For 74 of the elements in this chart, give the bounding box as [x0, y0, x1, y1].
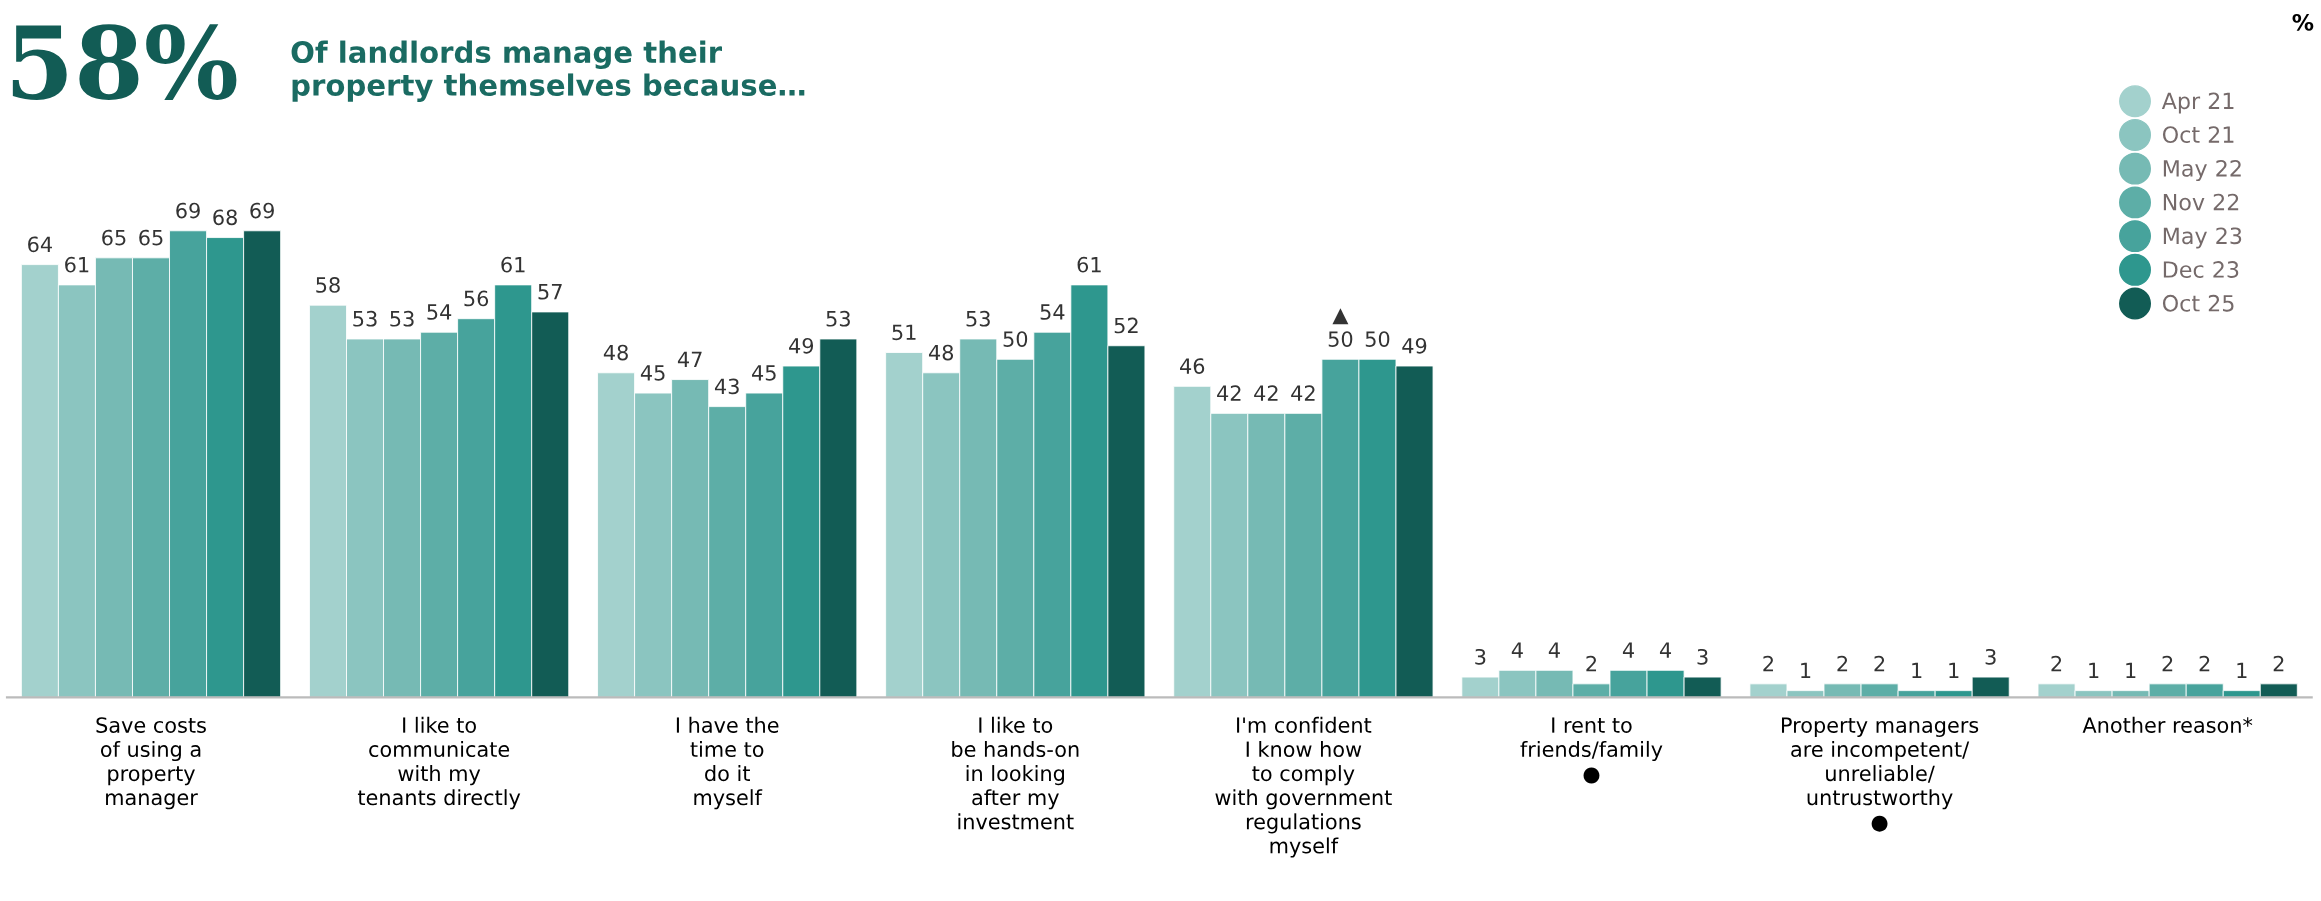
data-label: 45: [752, 365, 776, 381]
data-label: 2: [2162, 655, 2173, 672]
data-label: 2: [1837, 655, 1848, 672]
data-label: 50: [1003, 331, 1028, 347]
x-tick-label: I'm confident I know how to comply with government regulations myself: [1215, 716, 1392, 858]
data-label: ▲ 50: [1328, 308, 1353, 347]
data-label: 4: [1548, 642, 1560, 658]
x-tick-label: I have the time to do it myself: [676, 716, 779, 810]
data-label: 4: [1659, 642, 1672, 658]
data-label: 1: [1912, 662, 1922, 678]
data-label: 57: [538, 284, 562, 300]
data-label: 46: [1180, 358, 1205, 374]
data-label: 54: [427, 304, 452, 320]
x-tick-label: Another reason*: [2082, 716, 2253, 733]
x-tick-label: I like to be hands-on in looking after my investment: [952, 716, 1079, 830]
data-label: 58: [316, 277, 340, 293]
data-label: 53: [390, 310, 414, 327]
data-label: 49: [1402, 337, 1427, 354]
data-label: 56: [464, 290, 489, 307]
data-label: 53: [826, 310, 850, 327]
data-label: 45: [640, 365, 665, 381]
data-label: 48: [928, 344, 954, 361]
data-label: 4: [1622, 642, 1634, 658]
text: %: [2292, 13, 2314, 31]
data-label: 2: [1763, 655, 1773, 672]
data-label: 51: [892, 324, 916, 341]
data-label: 52: [1114, 317, 1138, 334]
data-label: 4: [1511, 642, 1523, 658]
data-label: 1: [2237, 662, 2247, 678]
data-label: 61: [501, 256, 525, 273]
legend-label: May 22: [2163, 159, 2241, 182]
data-label: 1: [1801, 662, 1811, 678]
data-label: 61: [65, 256, 89, 273]
data-label: 50: [1365, 331, 1390, 347]
data-label: 49: [789, 337, 814, 354]
data-label: 2: [2273, 655, 2284, 672]
data-label: 43: [714, 378, 739, 395]
legend-label: Oct 25: [2162, 294, 2234, 312]
data-label: 3: [1985, 648, 1996, 665]
data-label: 42: [1291, 385, 1315, 401]
data-label: 53: [353, 310, 377, 327]
data-label: 2: [2199, 655, 2210, 672]
data-label: 54: [1040, 304, 1065, 320]
legend-label: Apr 21: [2161, 92, 2234, 114]
x-tick-label: Property managers are incompetent/ unreliable/ untrustworthy ●: [1781, 717, 1979, 832]
data-label: 65: [139, 229, 163, 246]
chart-subtitle: Of landlords manage their property themselves because…: [291, 40, 805, 102]
data-label: 64: [28, 236, 52, 253]
x-tick-label: I like to communicate with my tenants directly: [357, 716, 521, 810]
legend-label: Dec 23: [2163, 261, 2239, 278]
x-tick-label: I rent to friends/family ●: [1520, 717, 1663, 784]
data-label: 3: [1475, 648, 1486, 665]
data-label: 2: [2051, 655, 2062, 672]
data-label: 69: [250, 202, 274, 219]
data-label: 1: [2126, 662, 2136, 678]
data-label: 2: [1874, 655, 1885, 672]
data-label: 1: [1949, 662, 1959, 678]
data-label: 3: [1697, 648, 1708, 665]
data-label: 1: [2089, 662, 2099, 678]
data-label: 48: [603, 344, 628, 361]
data-label: 65: [102, 229, 126, 246]
data-label: 42: [1217, 385, 1241, 401]
legend-label: Oct 21: [2162, 126, 2234, 144]
data-label: 61: [1077, 256, 1101, 273]
data-label: 53: [966, 310, 990, 327]
legend-label: May 23: [2163, 227, 2242, 249]
data-label: 69: [176, 202, 200, 219]
chart-title: 58%: [12, 24, 237, 100]
data-label: 2: [1586, 655, 1597, 672]
data-label: 47: [677, 351, 702, 367]
legend-label: Nov 22: [2163, 193, 2239, 211]
x-tick-label: Save costs of using a property manager: [96, 717, 206, 810]
data-label: 42: [1254, 385, 1278, 401]
data-label: 68: [213, 209, 237, 226]
